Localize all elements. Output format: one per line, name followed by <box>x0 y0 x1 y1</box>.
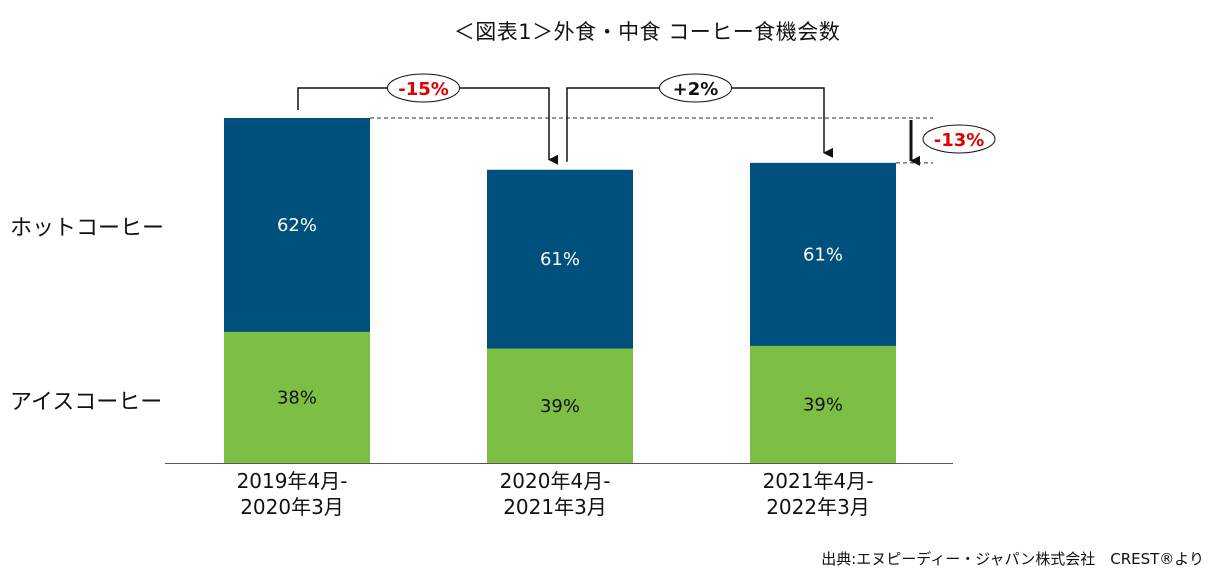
data-label-ice-1: 39% <box>540 396 580 417</box>
x-tick-label-1-0: 2020年4月- <box>500 469 611 493</box>
data-label-hot-0: 62% <box>277 215 317 236</box>
data-label-ice-0: 38% <box>277 387 317 408</box>
data-label-hot-1: 61% <box>540 249 580 270</box>
bar-ice-2 <box>750 345 896 463</box>
x-tick-label-1-1: 2021年3月 <box>503 495 607 519</box>
bar-ice-1 <box>487 348 633 463</box>
x-tick-label-0-0: 2019年4月- <box>237 469 348 493</box>
x-tick-label-0-1: 2020年3月 <box>240 495 344 519</box>
change-0-1-label: -15% <box>398 79 449 100</box>
x-tick-label-2-1: 2022年3月 <box>766 495 870 519</box>
change-1-2-label: +2% <box>673 79 719 100</box>
bar-hot-0 <box>224 118 370 332</box>
data-label-hot-2: 61% <box>803 244 843 265</box>
bar-hot-1 <box>487 169 633 349</box>
x-tick-label-2-0: 2021年4月- <box>763 469 874 493</box>
bar-hot-2 <box>750 162 896 346</box>
change-0-2-badge <box>922 124 996 154</box>
bar-ice-0 <box>224 331 370 463</box>
legend-hot-coffee: ホットコーヒー <box>10 216 165 241</box>
legend-ice-coffee: アイスコーヒー <box>10 390 163 415</box>
change-0-1-badge <box>387 73 460 103</box>
data-label-ice-2: 39% <box>803 394 843 415</box>
source-note: 出典:エヌピーディー・ジャパン株式会社 CREST®より <box>821 550 1204 568</box>
change-1-2-badge <box>659 73 732 103</box>
change-0-2-label: -13% <box>934 130 985 151</box>
chart-title: ＜図表1＞外食・中食 コーヒー食機会数 <box>453 20 841 44</box>
